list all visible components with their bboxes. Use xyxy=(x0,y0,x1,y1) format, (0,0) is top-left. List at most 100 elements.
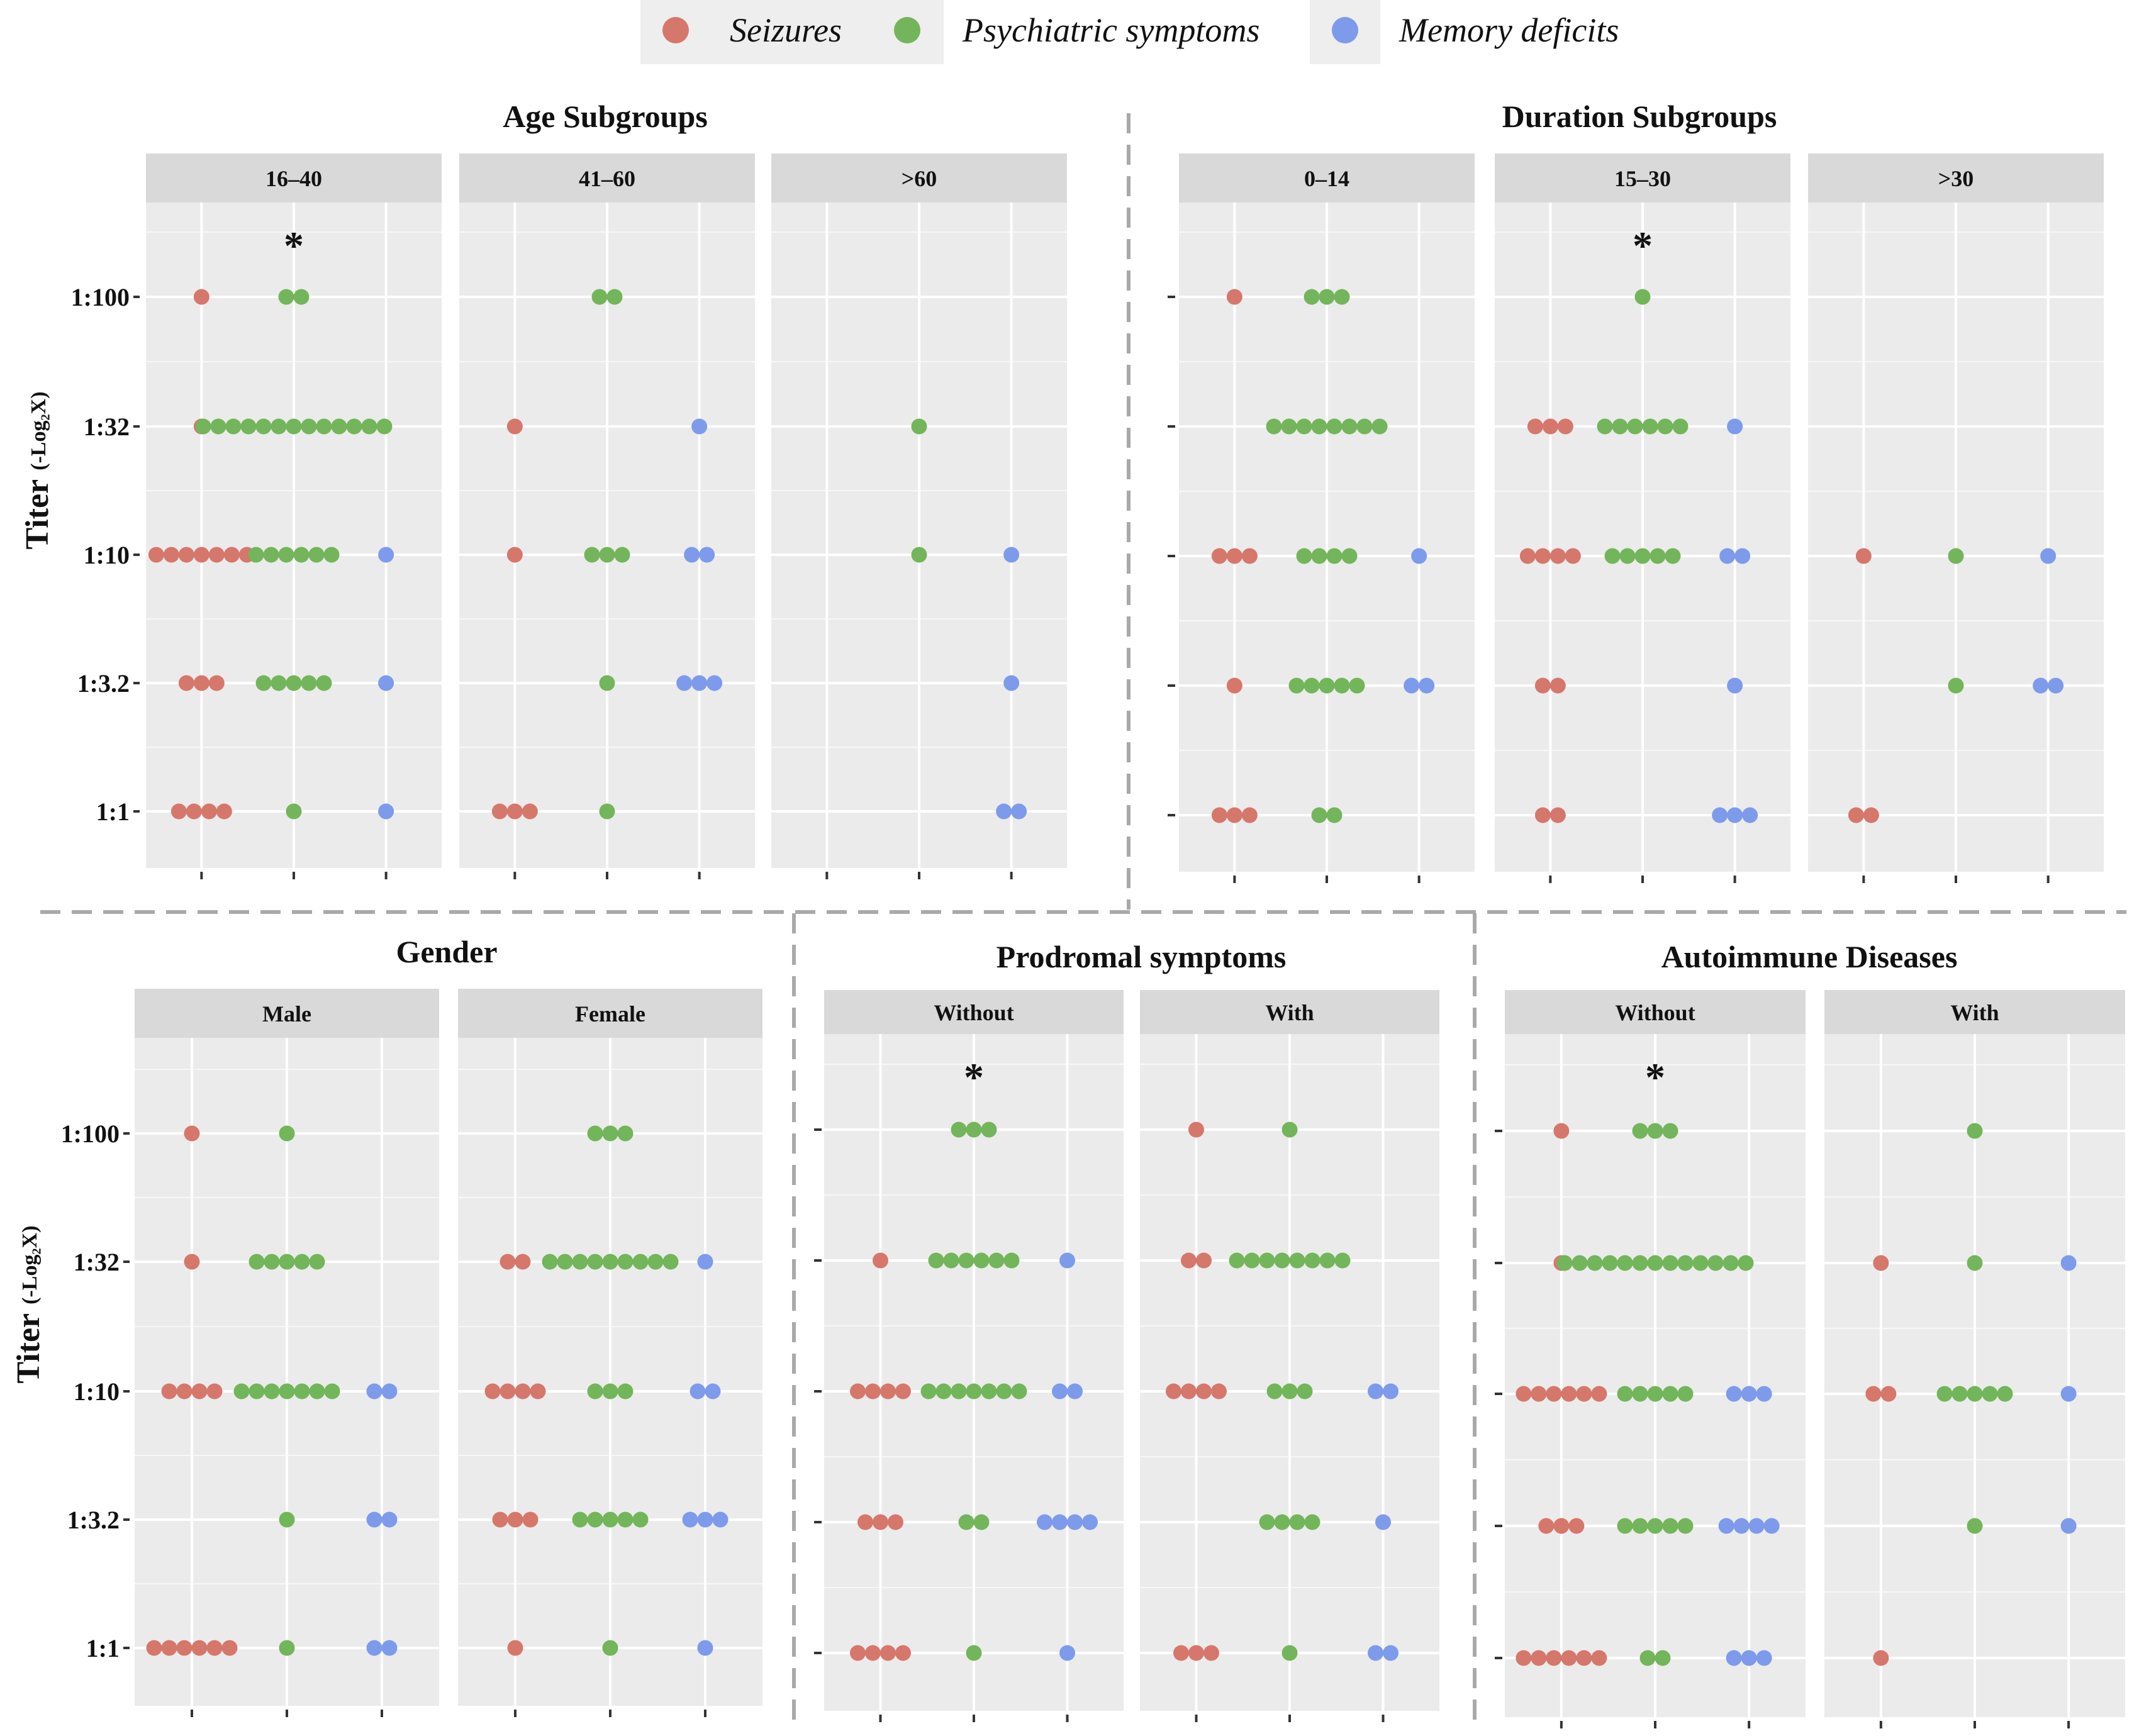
dot-seizures xyxy=(1546,1650,1562,1666)
dot-seizures xyxy=(1561,1650,1577,1666)
dot-seizures xyxy=(193,547,209,563)
dot-memory-deficits xyxy=(705,1383,721,1399)
dot-psychiatric-symptoms xyxy=(309,1254,325,1270)
dot-memory-deficits xyxy=(1419,677,1435,694)
dot-seizures xyxy=(1576,1650,1592,1666)
panel-strip xyxy=(1808,153,2104,203)
dot-psychiatric-symptoms xyxy=(557,1254,573,1270)
dot-memory-deficits xyxy=(378,675,394,691)
dot-seizures xyxy=(1519,548,1536,564)
dot-psychiatric-symptoms xyxy=(294,1254,310,1270)
dot-memory-deficits xyxy=(1368,1645,1384,1661)
dot-psychiatric-symptoms xyxy=(920,1383,937,1399)
dot-psychiatric-symptoms xyxy=(1642,418,1658,435)
dot-seizures xyxy=(1210,1383,1227,1399)
dot-psychiatric-symptoms xyxy=(1266,1383,1283,1399)
panel-6: Male xyxy=(135,989,439,1717)
dot-seizures xyxy=(1195,1252,1212,1269)
legend-label-memory: Memory deficits xyxy=(1399,11,1619,49)
dot-psychiatric-symptoms xyxy=(1602,1255,1618,1271)
dot-seizures xyxy=(1531,1650,1547,1666)
dot-psychiatric-symptoms xyxy=(1556,1255,1573,1271)
dot-seizures xyxy=(530,1383,546,1399)
dot-psychiatric-symptoms xyxy=(293,289,310,305)
dot-psychiatric-symptoms xyxy=(1341,548,1358,564)
dot-memory-deficits xyxy=(1067,1514,1083,1530)
dot-psychiatric-symptoms xyxy=(951,1121,967,1138)
panel-8: Without * xyxy=(824,990,1124,1722)
dot-psychiatric-symptoms xyxy=(1304,1252,1320,1269)
dot-seizures xyxy=(1565,548,1581,564)
dot-seizures xyxy=(146,1640,162,1656)
dot-seizures xyxy=(1549,548,1566,564)
dot-memory-deficits xyxy=(1718,1518,1734,1534)
panel-strip-label: 15–30 xyxy=(1614,166,1671,191)
dot-psychiatric-symptoms xyxy=(958,1514,974,1530)
dot-memory-deficits xyxy=(712,1511,729,1528)
dot-psychiatric-symptoms xyxy=(264,1383,280,1399)
dot-seizures xyxy=(1863,807,1879,823)
dot-psychiatric-symptoms xyxy=(1657,418,1673,435)
dot-psychiatric-symptoms xyxy=(1349,677,1365,694)
dot-seizures xyxy=(1188,1645,1204,1661)
dot-memory-deficits xyxy=(1712,807,1728,823)
dot-seizures xyxy=(1546,1386,1562,1402)
panel-strip xyxy=(1140,990,1439,1034)
dot-psychiatric-symptoms xyxy=(233,1383,250,1399)
dot-psychiatric-symptoms xyxy=(1738,1255,1754,1271)
dot-seizures xyxy=(163,547,179,563)
dot-memory-deficits xyxy=(366,1640,382,1656)
dot-memory-deficits xyxy=(2048,677,2064,694)
dot-psychiatric-symptoms xyxy=(1304,677,1320,694)
dot-seizures xyxy=(1180,1383,1197,1399)
dot-seizures xyxy=(161,1640,177,1656)
panel-9: With xyxy=(1140,990,1439,1722)
dot-psychiatric-symptoms xyxy=(1296,548,1312,564)
dot-psychiatric-symptoms xyxy=(1311,418,1327,435)
dot-psychiatric-symptoms xyxy=(1672,418,1689,435)
dot-psychiatric-symptoms xyxy=(966,1121,982,1138)
dot-psychiatric-symptoms xyxy=(1334,677,1350,694)
dot-psychiatric-symptoms xyxy=(361,418,377,435)
dot-psychiatric-symptoms xyxy=(1617,1386,1633,1402)
dot-psychiatric-symptoms xyxy=(1662,1518,1678,1534)
dot-seizures xyxy=(1165,1383,1181,1399)
dot-seizures xyxy=(849,1383,866,1399)
dot-memory-deficits xyxy=(1052,1383,1068,1399)
dot-psychiatric-symptoms xyxy=(286,675,302,691)
panel-strip xyxy=(1505,990,1806,1034)
dot-psychiatric-symptoms xyxy=(1655,1650,1671,1666)
legend-key-psychiatric xyxy=(894,17,920,43)
dot-psychiatric-symptoms xyxy=(584,547,600,563)
dot-psychiatric-symptoms xyxy=(255,418,272,435)
dot-memory-deficits xyxy=(366,1383,382,1399)
dot-psychiatric-symptoms xyxy=(981,1121,997,1138)
dot-seizures xyxy=(1527,418,1543,435)
dot-memory-deficits xyxy=(2060,1255,2077,1271)
y-axis-title-top-main: Titer xyxy=(20,479,55,550)
dot-seizures xyxy=(1173,1645,1189,1661)
dot-psychiatric-symptoms xyxy=(602,1383,618,1399)
dot-seizures xyxy=(1226,289,1242,305)
dot-psychiatric-symptoms xyxy=(1647,1386,1663,1402)
dot-memory-deficits xyxy=(1733,1518,1750,1534)
group-title-duration: Duration Subgroups xyxy=(1502,99,1777,134)
dot-psychiatric-symptoms xyxy=(1677,1255,1694,1271)
dot-psychiatric-symptoms xyxy=(279,1511,295,1528)
dot-seizures xyxy=(1226,677,1242,694)
significance-star: * xyxy=(964,1055,984,1099)
dot-psychiatric-symptoms xyxy=(1617,1518,1633,1534)
dot-psychiatric-symptoms xyxy=(1266,418,1282,435)
dot-psychiatric-symptoms xyxy=(1632,1123,1648,1139)
dot-seizures xyxy=(1542,418,1558,435)
dot-psychiatric-symptoms xyxy=(981,1383,997,1399)
dot-psychiatric-symptoms xyxy=(248,547,264,563)
dot-seizures xyxy=(515,1383,531,1399)
dot-memory-deficits xyxy=(2060,1518,2077,1534)
dot-seizures xyxy=(191,1383,208,1399)
dot-psychiatric-symptoms xyxy=(1304,289,1320,305)
panel-strip-label: Female xyxy=(575,1001,645,1027)
dot-seizures xyxy=(1534,548,1551,564)
dot-psychiatric-symptoms xyxy=(632,1511,649,1528)
dot-psychiatric-symptoms xyxy=(316,675,332,691)
